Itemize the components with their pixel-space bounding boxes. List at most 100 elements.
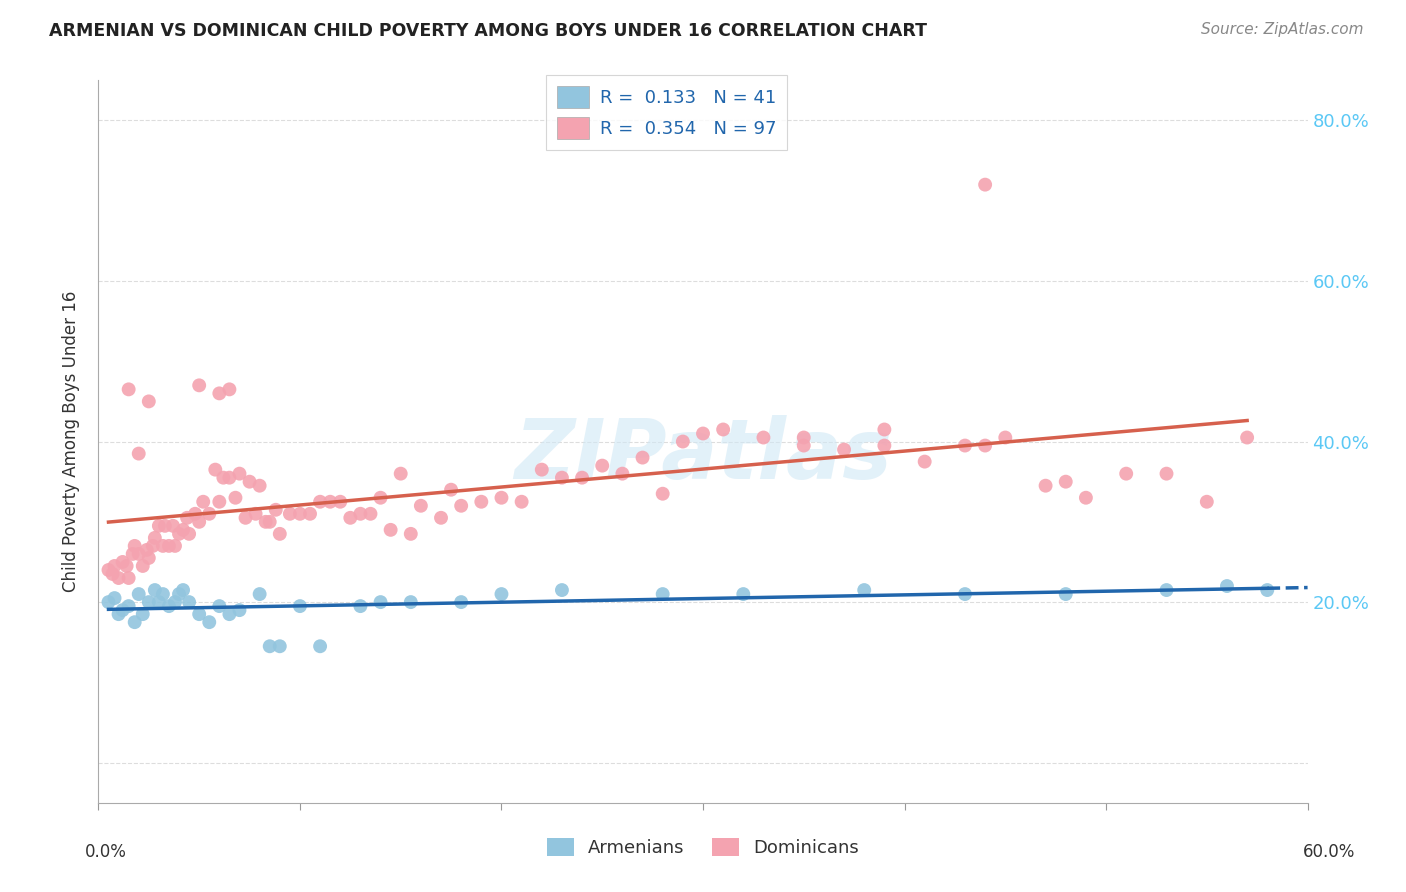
Point xyxy=(994,430,1017,444)
Legend: Armenians, Dominicans: Armenians, Dominicans xyxy=(537,829,869,866)
Point xyxy=(370,491,392,505)
Point xyxy=(193,494,215,508)
Text: 0.0%: 0.0% xyxy=(84,843,127,861)
Point xyxy=(115,558,138,574)
Point xyxy=(793,438,815,452)
Point xyxy=(153,518,176,533)
Point xyxy=(329,494,352,508)
Point xyxy=(212,471,235,485)
Point xyxy=(118,571,141,585)
Point xyxy=(176,510,198,524)
Point xyxy=(163,539,186,553)
Point xyxy=(974,438,997,452)
Point xyxy=(167,587,190,601)
Point xyxy=(430,510,453,524)
Point xyxy=(349,507,371,521)
Point xyxy=(208,599,231,614)
Point xyxy=(143,583,166,598)
Point xyxy=(157,599,180,614)
Point xyxy=(631,450,654,465)
Point xyxy=(208,386,231,401)
Point xyxy=(198,507,221,521)
Point xyxy=(249,478,271,492)
Point xyxy=(380,523,402,537)
Point xyxy=(1054,475,1077,489)
Point xyxy=(309,639,332,653)
Point xyxy=(107,571,129,585)
Point xyxy=(128,547,150,561)
Point xyxy=(692,426,714,441)
Point xyxy=(399,595,422,609)
Point xyxy=(148,518,170,533)
Point xyxy=(1256,583,1278,598)
Point xyxy=(121,547,143,561)
Point xyxy=(832,442,855,457)
Point xyxy=(101,567,124,582)
Point xyxy=(873,438,896,452)
Point xyxy=(399,526,422,541)
Text: 60.0%: 60.0% xyxy=(1302,843,1355,861)
Point xyxy=(163,595,186,609)
Point xyxy=(124,539,146,553)
Point xyxy=(148,595,170,609)
Point xyxy=(752,430,775,444)
Point xyxy=(1035,478,1057,492)
Point xyxy=(111,555,134,569)
Point xyxy=(953,587,976,601)
Text: Source: ZipAtlas.com: Source: ZipAtlas.com xyxy=(1201,22,1364,37)
Point xyxy=(208,494,231,508)
Point xyxy=(167,526,190,541)
Point xyxy=(1216,579,1239,593)
Text: ZIPatlas: ZIPatlas xyxy=(515,416,891,497)
Point xyxy=(184,507,207,521)
Point xyxy=(1074,491,1097,505)
Point xyxy=(143,531,166,545)
Point xyxy=(349,599,371,614)
Point xyxy=(188,607,211,621)
Point xyxy=(1156,467,1178,481)
Point xyxy=(319,494,342,508)
Point xyxy=(224,491,246,505)
Point xyxy=(450,499,472,513)
Point xyxy=(128,446,150,460)
Point xyxy=(142,539,165,553)
Point xyxy=(914,454,936,469)
Point xyxy=(218,607,240,621)
Point xyxy=(672,434,695,449)
Point xyxy=(309,494,332,508)
Point xyxy=(612,467,634,481)
Point xyxy=(179,526,201,541)
Point xyxy=(269,639,291,653)
Point xyxy=(111,603,134,617)
Point xyxy=(953,438,976,452)
Point xyxy=(1115,467,1137,481)
Point xyxy=(1156,583,1178,598)
Point xyxy=(135,542,157,557)
Point xyxy=(239,475,262,489)
Point xyxy=(259,515,281,529)
Point xyxy=(254,515,277,529)
Point xyxy=(132,558,155,574)
Point xyxy=(103,558,125,574)
Point xyxy=(288,507,311,521)
Point xyxy=(1236,430,1258,444)
Point xyxy=(510,494,533,508)
Point xyxy=(733,587,755,601)
Point xyxy=(450,595,472,609)
Point xyxy=(138,595,160,609)
Point xyxy=(152,539,174,553)
Point xyxy=(107,607,129,621)
Point xyxy=(711,423,734,437)
Point xyxy=(339,510,361,524)
Point xyxy=(97,563,120,577)
Point xyxy=(157,539,180,553)
Point xyxy=(118,599,141,614)
Point xyxy=(249,587,271,601)
Point xyxy=(97,595,120,609)
Point xyxy=(470,494,492,508)
Point xyxy=(235,510,257,524)
Point xyxy=(793,430,815,444)
Point xyxy=(204,462,226,476)
Point xyxy=(974,178,997,192)
Point xyxy=(551,471,574,485)
